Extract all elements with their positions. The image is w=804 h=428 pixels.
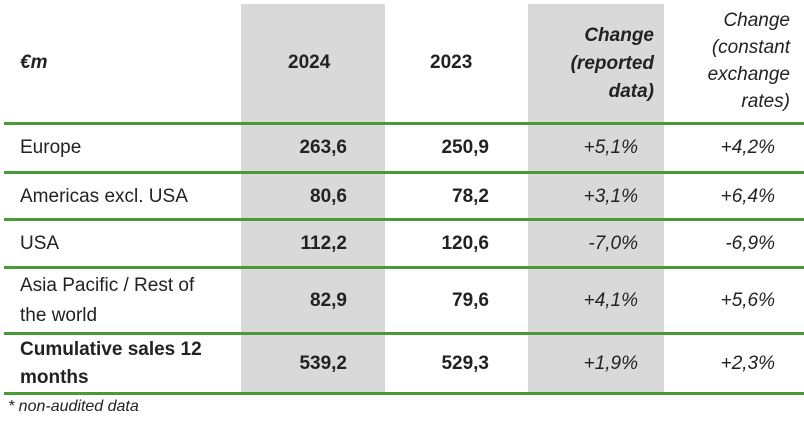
row-asia-2024: 82,9: [310, 290, 347, 311]
row-americas-reported: +3,1%: [583, 186, 638, 207]
header-2023: 2023: [430, 52, 473, 73]
header-label: €m: [20, 52, 48, 73]
header-change-constant-line4: rates): [741, 91, 790, 112]
header-change-reported-line1: Change: [584, 25, 654, 46]
row-cumulative-2023: 529,3: [441, 353, 489, 374]
row-europe-2024: 263,6: [299, 137, 347, 158]
header-change-constant: Change (constant exchange rates): [664, 7, 790, 115]
row-europe-2023: 250,9: [441, 137, 489, 158]
rule-row-1: [4, 171, 804, 174]
header-2024: 2024: [288, 52, 331, 73]
row-asia-2023: 79,6: [452, 290, 489, 311]
row-usa-constant: -6,9%: [725, 233, 775, 254]
row-cumulative-region-line2: months: [20, 367, 89, 388]
table-shading-change-reported: [528, 4, 664, 393]
row-americas-region: Americas excl. USA: [20, 186, 188, 207]
row-cumulative-reported: +1,9%: [583, 353, 638, 374]
header-change-constant-line2: (constant: [711, 37, 790, 58]
rule-row-4: [4, 332, 804, 335]
footnote: * non-audited data: [8, 398, 139, 415]
row-usa-region: USA: [20, 233, 60, 254]
header-change-reported: Change (reported data): [528, 22, 654, 106]
row-asia-constant: +5,6%: [720, 290, 775, 311]
row-americas-2023: 78,2: [452, 186, 489, 207]
table-shading-2024: [241, 4, 385, 393]
header-change-reported-line3: data): [608, 81, 654, 102]
row-asia-region: Asia Pacific / Rest of the world: [20, 271, 194, 331]
header-change-reported-line2: (reported: [570, 53, 654, 74]
row-asia-region-line2: the world: [20, 305, 98, 326]
row-americas-2024: 80,6: [310, 186, 347, 207]
row-asia-reported: +4,1%: [583, 290, 638, 311]
rule-row-2: [4, 218, 804, 221]
row-europe-constant: +4,2%: [720, 137, 775, 158]
header-change-constant-line3: exchange: [707, 64, 790, 85]
row-americas-constant: +6,4%: [720, 186, 775, 207]
row-cumulative-region-line1: Cumulative sales 12: [20, 339, 202, 360]
row-cumulative-constant: +2,3%: [720, 353, 775, 374]
rule-header: [4, 122, 804, 125]
row-usa-reported: -7,0%: [588, 233, 638, 254]
row-asia-region-line1: Asia Pacific / Rest of: [20, 275, 195, 296]
row-usa-2024: 112,2: [300, 233, 348, 254]
rule-row-3: [4, 266, 804, 269]
row-usa-2023: 120,6: [441, 233, 489, 254]
row-cumulative-2024: 539,2: [299, 353, 347, 374]
header-change-constant-line1: Change: [723, 10, 790, 31]
row-europe-reported: +5,1%: [583, 137, 638, 158]
row-cumulative-region: Cumulative sales 12 months: [20, 336, 202, 392]
row-europe-region: Europe: [20, 137, 82, 158]
rule-bottom: [4, 392, 804, 395]
